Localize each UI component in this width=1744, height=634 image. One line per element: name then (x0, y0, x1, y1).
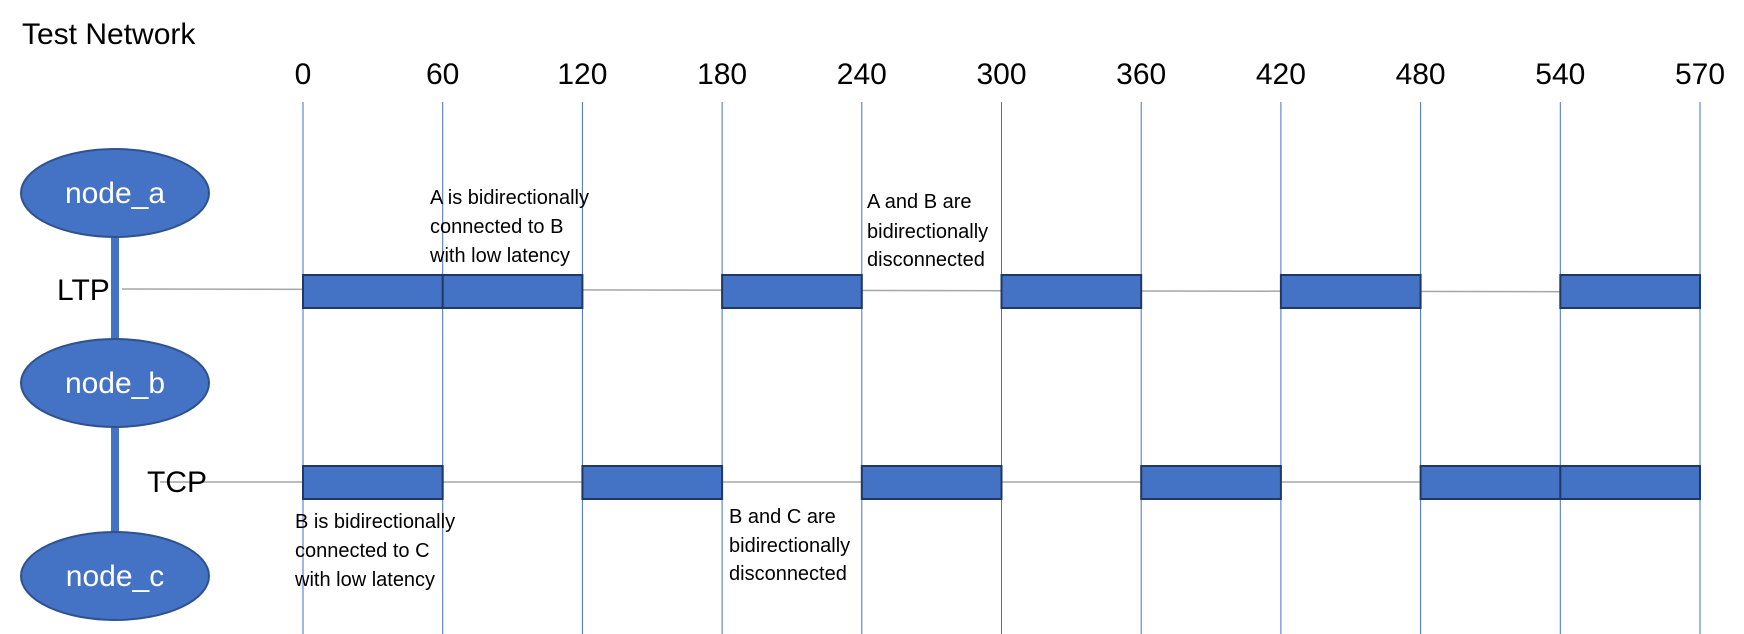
svg-text:disconnected: disconnected (729, 563, 847, 585)
annotation-b-connected: B is bidirectionally connected to C with… (294, 511, 455, 591)
tick-label-300: 300 (976, 58, 1026, 91)
ltp-link-label: LTP (57, 274, 110, 307)
tick-label-570: 570 (1675, 58, 1725, 91)
svg-text:with low latency: with low latency (429, 245, 570, 267)
tick-label-240: 240 (837, 58, 887, 91)
svg-text:bidirectionally: bidirectionally (867, 221, 988, 243)
link-uptime-bars (302, 274, 1702, 500)
tick-label-420: 420 (1256, 58, 1306, 91)
tick-label-540: 540 (1535, 58, 1585, 91)
tick-label-180: 180 (697, 58, 747, 91)
tick-label-60: 60 (426, 58, 459, 91)
tick-label-0: 0 (295, 58, 312, 91)
tcp-link-label: TCP (147, 466, 207, 499)
time-gridlines (302, 102, 1701, 634)
tcp-uptime-bar-360-420 (1140, 465, 1282, 500)
svg-text:B is bidirectionally: B is bidirectionally (295, 511, 455, 533)
svg-text:connected to C: connected to C (295, 540, 430, 562)
node-b-label: node_b (65, 367, 165, 400)
node-c-label: node_c (66, 560, 164, 593)
tcp-uptime-bar-120-180 (581, 465, 724, 500)
tick-label-120: 120 (557, 58, 607, 91)
diagram-title: Test Network (22, 18, 196, 51)
tcp-uptime-bar-240-300 (860, 465, 1003, 500)
annotation-a-connected: A is bidirectionally connected to B with… (429, 187, 589, 267)
ltp-uptime-bar-180-240 (721, 274, 863, 309)
annotation-a-disconnected: A and B are bidirectionally disconnected (867, 191, 988, 271)
node-a-label: node_a (65, 177, 165, 210)
svg-text:B and C are: B and C are (729, 506, 836, 528)
svg-text:bidirectionally: bidirectionally (729, 535, 850, 557)
svg-text:with low latency: with low latency (294, 569, 435, 591)
node-a: node_a (20, 148, 210, 238)
svg-text:connected to B: connected to B (430, 216, 563, 238)
ltp-uptime-bar-300-360 (1000, 274, 1143, 309)
annotation-b-disconnected: B and C are bidirectionally disconnected (729, 506, 850, 585)
time-axis-ticks: 0 60 120 180 240 300 360 420 480 540 570 (295, 58, 1725, 91)
node-b: node_b (20, 338, 210, 428)
tick-label-360: 360 (1116, 58, 1166, 91)
ltp-uptime-bar-420-480 (1279, 274, 1422, 309)
svg-text:A and B are: A and B are (867, 191, 972, 213)
tick-label-480: 480 (1396, 58, 1446, 91)
ltp-uptime-bar-540-570 (1559, 274, 1702, 309)
node-c: node_c (20, 531, 210, 621)
svg-text:A is bidirectionally: A is bidirectionally (430, 187, 589, 209)
tcp-uptime-bar-0-60 (302, 465, 444, 500)
svg-text:disconnected: disconnected (867, 249, 985, 271)
